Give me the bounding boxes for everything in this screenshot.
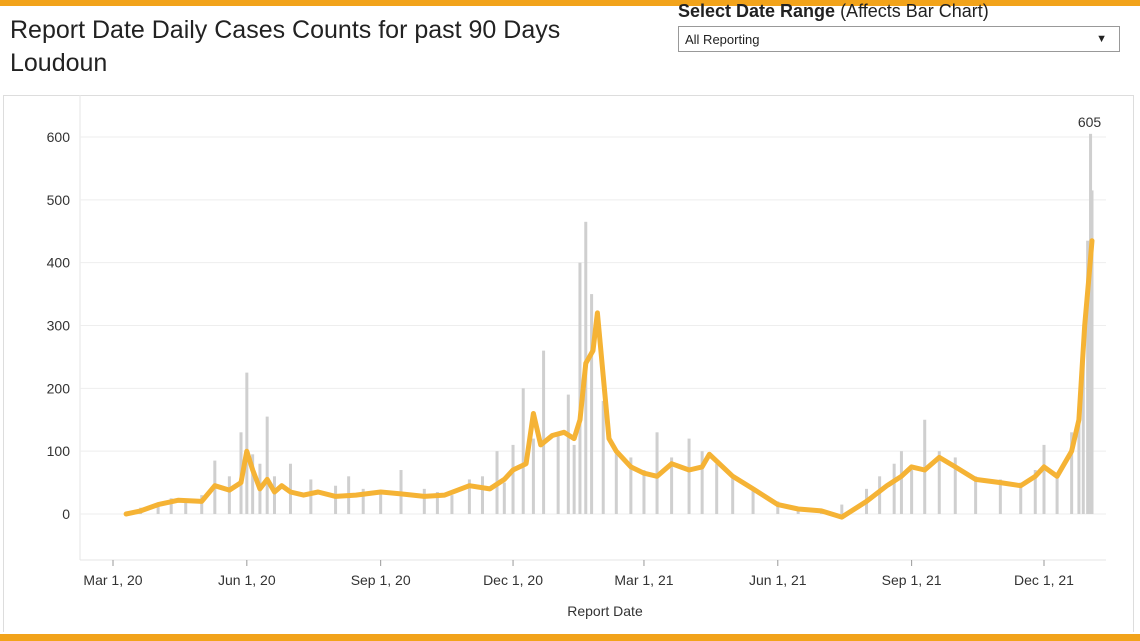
data-bar	[670, 457, 674, 514]
data-bar	[700, 451, 704, 514]
accent-stripe-bottom	[0, 634, 1140, 641]
date-range-label-note: (Affects Bar Chart)	[835, 1, 989, 21]
data-bar	[1081, 356, 1085, 514]
accent-stripe-top	[0, 0, 1140, 6]
data-bar	[899, 451, 903, 514]
data-bar	[715, 463, 719, 514]
data-bar	[1086, 240, 1090, 515]
x-tick-label: Mar 1, 21	[614, 572, 673, 588]
date-range-label-bold: Select Date Range	[678, 1, 836, 21]
data-bar	[467, 479, 471, 514]
data-bar	[572, 444, 576, 514]
data-bar	[502, 482, 506, 514]
average-line	[123, 238, 1095, 520]
data-bar	[629, 457, 633, 514]
data-bar	[309, 479, 313, 514]
data-bar	[521, 388, 525, 514]
data-bar	[590, 294, 594, 514]
data-bar	[169, 498, 173, 514]
data-bar	[776, 501, 780, 514]
data-bar	[840, 504, 844, 514]
data-bar	[751, 488, 755, 514]
data-bar	[334, 485, 338, 514]
data-bar	[1042, 444, 1046, 514]
data-bar	[1090, 190, 1094, 515]
date-range-select[interactable]: All Reporting ▼	[678, 26, 1120, 52]
data-bar	[974, 476, 978, 514]
data-bar	[731, 476, 735, 514]
data-bar	[1077, 413, 1081, 514]
data-bar	[998, 479, 1002, 514]
data-bar	[1033, 470, 1037, 514]
y-tick-label: 0	[62, 506, 70, 522]
data-bar	[556, 432, 560, 514]
x-axis-title: Report Date	[567, 603, 643, 619]
x-tick-label: Dec 1, 20	[483, 572, 543, 588]
data-bar	[1019, 482, 1023, 514]
data-bar	[542, 350, 546, 514]
date-range-label: Select Date Range (Affects Bar Chart)	[678, 1, 989, 22]
data-bar	[450, 495, 454, 514]
data-bar	[1070, 432, 1074, 514]
y-tick-label: 400	[47, 255, 71, 271]
data-bar	[200, 495, 204, 514]
peak-data-label: 605	[1078, 114, 1102, 130]
data-bar	[953, 457, 957, 514]
data-bar	[227, 476, 231, 514]
x-tick-label: Mar 1, 20	[83, 572, 142, 588]
x-tick-label: Dec 1, 21	[1014, 572, 1074, 588]
data-bar	[601, 400, 605, 514]
data-bar	[272, 476, 276, 514]
y-tick-label: 600	[47, 129, 71, 145]
data-bar	[878, 476, 882, 514]
data-bar	[245, 372, 249, 514]
data-bar	[642, 470, 646, 514]
chevron-down-icon[interactable]: ▼	[1096, 33, 1107, 45]
y-tick-label: 200	[47, 380, 71, 396]
data-bar	[480, 476, 484, 514]
page-title: Report Date Daily Cases Counts for past …	[10, 14, 560, 80]
data-bar	[892, 463, 896, 514]
data-bar	[687, 438, 691, 514]
title-line-1: Report Date Daily Cases Counts for past …	[10, 16, 561, 44]
y-tick-label: 300	[47, 318, 71, 334]
data-bar	[531, 438, 535, 514]
data-bar	[1055, 476, 1059, 514]
chart-panel	[3, 95, 1134, 632]
y-tick-label: 100	[47, 443, 71, 459]
data-bar	[251, 454, 255, 514]
data-bar	[288, 463, 292, 514]
data-bar	[379, 492, 383, 514]
date-range-selected-value: All Reporting	[685, 32, 760, 47]
x-tick-label: Sep 1, 21	[882, 572, 942, 588]
data-bar	[910, 470, 914, 514]
data-bar	[511, 444, 515, 514]
data-bar	[156, 504, 160, 514]
data-bar	[265, 416, 269, 514]
title-line-2: Loudoun	[10, 49, 108, 77]
y-tick-label: 500	[47, 192, 71, 208]
x-tick-label: Jun 1, 20	[218, 572, 276, 588]
data-bar	[578, 262, 582, 514]
data-bar	[937, 451, 941, 514]
data-bar	[184, 501, 188, 514]
x-tick-label: Sep 1, 20	[351, 572, 411, 588]
data-bar	[566, 394, 570, 514]
data-bar	[435, 492, 439, 514]
data-bar	[361, 488, 365, 514]
data-bar	[614, 451, 618, 514]
data-bar	[422, 488, 426, 514]
x-tick-label: Jun 1, 21	[749, 572, 807, 588]
